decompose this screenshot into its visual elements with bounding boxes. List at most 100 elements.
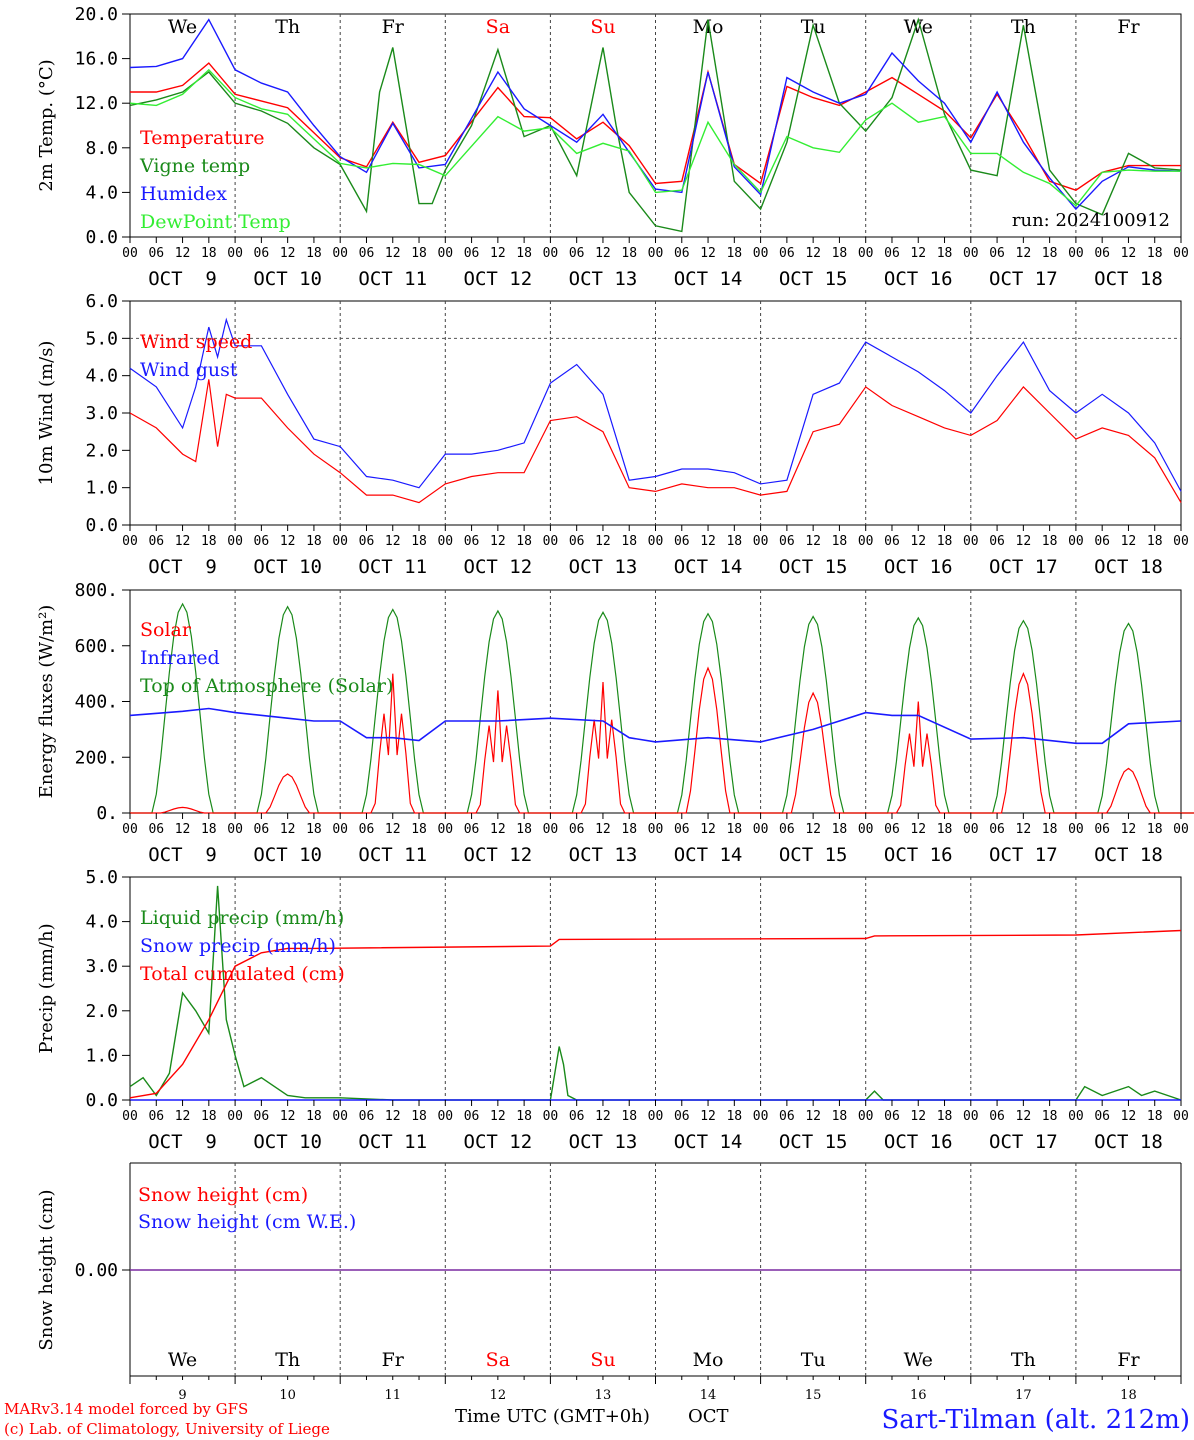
x-tick-label: 06 <box>884 822 900 837</box>
x-tick-label: 12 <box>910 534 926 549</box>
x-tick-label: 06 <box>254 1109 270 1124</box>
series-infrared <box>129 707 1182 745</box>
x-tick-label: 00 <box>858 246 874 261</box>
y-tick-label: 20.0 <box>75 4 118 25</box>
y-tick-label: 3.0 <box>85 403 118 424</box>
y-tick-label: 2.0 <box>85 440 118 461</box>
x-tick-label: 06 <box>989 822 1005 837</box>
date-number: 11 <box>384 1388 401 1403</box>
date-label: OCT 11 <box>358 268 427 290</box>
x-tick-label: 12 <box>1121 1109 1137 1124</box>
legend-entry: Wind gust <box>140 359 238 381</box>
x-tick-label: 06 <box>254 822 270 837</box>
x-tick-label: 06 <box>674 822 690 837</box>
x-tick-label: 00 <box>753 1109 769 1124</box>
series-top-of-atmosphere <box>130 602 1194 814</box>
x-tick-label: 06 <box>884 246 900 261</box>
date-label: OCT 11 <box>358 556 427 578</box>
x-tick-label: 06 <box>884 1109 900 1124</box>
x-tick-label: 00 <box>1173 246 1189 261</box>
y-tick-label: 600. <box>75 636 118 657</box>
x-tick-label: 12 <box>490 822 506 837</box>
x-tick-label: 00 <box>648 822 664 837</box>
y-tick-label: 4.0 <box>85 366 118 387</box>
x-tick-label: 18 <box>306 534 322 549</box>
weekday-label: Sa <box>486 16 510 38</box>
weekday-label: Tu <box>801 1349 826 1371</box>
x-tick-label: 18 <box>516 534 532 549</box>
x-tick-label: 18 <box>937 1109 953 1124</box>
x-tick-label: 18 <box>726 1109 742 1124</box>
legend-entry: Infrared <box>140 647 220 669</box>
date-label: OCT 18 <box>1094 1131 1163 1153</box>
series-dewpoint-temp <box>129 68 1181 207</box>
x-tick-label: 12 <box>1121 534 1137 549</box>
x-tick-label: 18 <box>306 822 322 837</box>
x-tick-label: 18 <box>306 246 322 261</box>
x-tick-label: 00 <box>227 246 243 261</box>
x-tick-label: 00 <box>963 822 979 837</box>
x-tick-label: 06 <box>1094 822 1110 837</box>
x-tick-label: 00 <box>1068 534 1084 549</box>
x-tick-label: 00 <box>437 534 453 549</box>
x-tick-label: 12 <box>1016 534 1032 549</box>
series-wind-gust <box>129 317 1182 492</box>
date-label: OCT 17 <box>989 844 1058 866</box>
x-tick-label: 00 <box>437 822 453 837</box>
y-tick-label: 0.0 <box>85 1090 118 1111</box>
x-tick-label: 06 <box>359 1109 375 1124</box>
date-number: 10 <box>279 1388 296 1403</box>
x-tick-label: 18 <box>201 246 217 261</box>
date-label: OCT 13 <box>569 1131 638 1153</box>
y-tick-label: 6.0 <box>85 291 118 312</box>
x-tick-label: 18 <box>621 246 637 261</box>
x-tick-label: 12 <box>175 534 191 549</box>
x-tick-label: 00 <box>122 534 138 549</box>
series-wind-speed <box>129 379 1182 504</box>
weekday-label: Th <box>275 16 300 38</box>
x-tick-label: 12 <box>1016 1109 1032 1124</box>
x-tick-label: 18 <box>306 1109 322 1124</box>
x-tick-label: 18 <box>516 246 532 261</box>
x-tick-label: 06 <box>569 246 585 261</box>
x-tick-label: 06 <box>674 1109 690 1124</box>
x-tick-label: 12 <box>385 246 401 261</box>
x-tick-label: 06 <box>359 246 375 261</box>
x-tick-label: 12 <box>280 1109 296 1124</box>
x-tick-label: 00 <box>1173 822 1189 837</box>
date-label: OCT 16 <box>884 844 953 866</box>
weekday-label: Fr <box>1117 1349 1140 1371</box>
x-tick-label: 00 <box>648 1109 664 1124</box>
date-label: OCT 9 <box>148 556 217 578</box>
date-number: 15 <box>805 1388 822 1403</box>
x-tick-label: 12 <box>175 822 191 837</box>
x-tick-label: 12 <box>385 534 401 549</box>
x-tick-label: 18 <box>411 534 427 549</box>
date-label: OCT 9 <box>148 268 217 290</box>
weekday-label: We <box>904 1349 933 1371</box>
x-tick-label: 06 <box>989 1109 1005 1124</box>
date-label: OCT 16 <box>884 556 953 578</box>
x-tick-label: 06 <box>148 246 164 261</box>
weekday-label: Fr <box>382 16 405 38</box>
y-tick-label: 0.0 <box>85 515 118 536</box>
legend-entry: Temperature <box>140 127 264 149</box>
x-tick-label: 00 <box>437 1109 453 1124</box>
date-label: OCT 14 <box>674 268 743 290</box>
x-tick-label: 18 <box>832 822 848 837</box>
x-tick-label: 00 <box>332 822 348 837</box>
x-tick-label: 18 <box>1042 534 1058 549</box>
x-tick-label: 06 <box>779 1109 795 1124</box>
x-tick-label: 00 <box>122 1109 138 1124</box>
x-tick-label: 18 <box>516 1109 532 1124</box>
plot-frame-energy <box>129 589 1182 814</box>
x-tick-label: 12 <box>1121 246 1137 261</box>
date-number: 9 <box>178 1388 186 1403</box>
x-axis-label: Time UTC (GMT+0h) <box>455 1406 650 1427</box>
x-tick-label: 06 <box>359 534 375 549</box>
x-tick-label: 00 <box>963 1109 979 1124</box>
date-label: OCT 13 <box>569 268 638 290</box>
x-tick-label: 06 <box>569 1109 585 1124</box>
x-tick-label: 18 <box>1042 246 1058 261</box>
x-tick-label: 12 <box>175 1109 191 1124</box>
